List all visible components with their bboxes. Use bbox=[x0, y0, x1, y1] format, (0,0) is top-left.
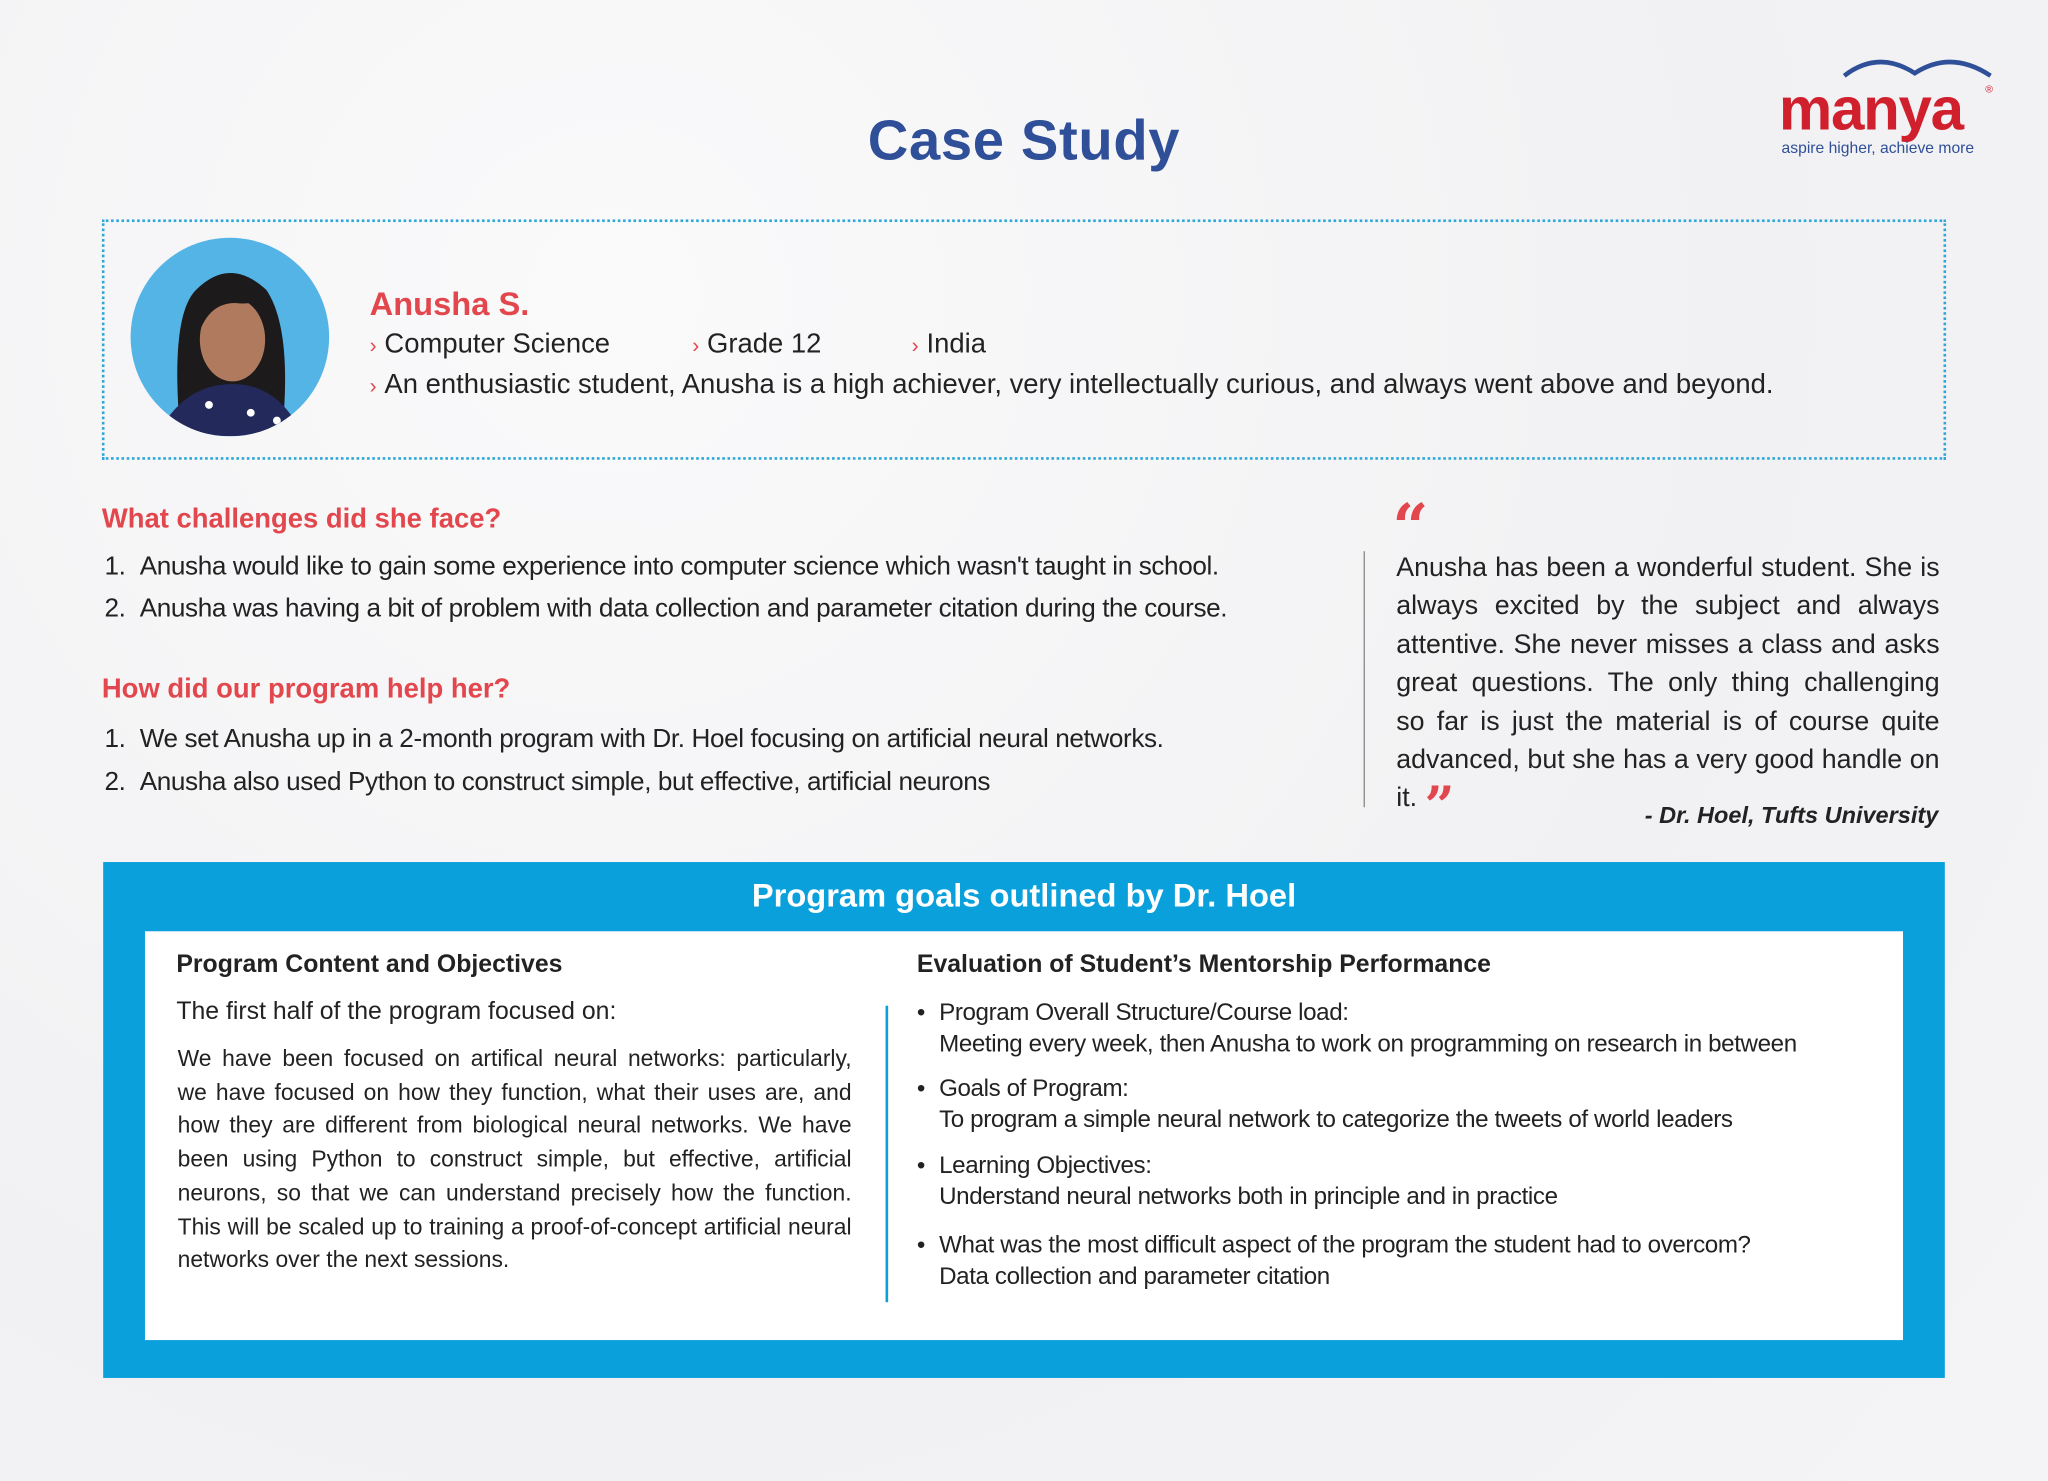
bullet-icon: • bbox=[916, 1073, 925, 1102]
bullet-icon: • bbox=[916, 1230, 925, 1258]
item-detail: Understand neural networks both in princ… bbox=[939, 1182, 1558, 1210]
country-text: India bbox=[926, 329, 986, 360]
help-item: 2. Anusha also used Python to construct s… bbox=[104, 768, 990, 798]
manya-logo: manya ® aspire higher, achieve more bbox=[1776, 55, 1998, 162]
chevron-right-icon: › bbox=[911, 335, 919, 358]
item-text: Anusha also used Python to construct sim… bbox=[139, 767, 991, 797]
testimonial-quote: Anusha has been a wonderful student. She… bbox=[1396, 549, 1940, 833]
student-subject: › Computer Science bbox=[370, 329, 610, 360]
quote-divider bbox=[1363, 551, 1365, 808]
item-number: 2. bbox=[104, 594, 126, 624]
item-text: Anusha was having a bit of problem with … bbox=[139, 594, 1228, 624]
bullet-icon: • bbox=[916, 1150, 925, 1179]
student-avatar bbox=[130, 237, 330, 437]
item-label: What was the most difficult aspect of th… bbox=[939, 1230, 1751, 1258]
chevron-right-icon: › bbox=[692, 335, 700, 358]
help-heading: How did our program help her? bbox=[101, 673, 511, 704]
challenge-item: 2. Anusha was having a bit of problem wit… bbox=[104, 594, 1227, 624]
content-paragraph: We have been focused on artifical neural… bbox=[177, 1044, 852, 1273]
student-name: Anusha S. bbox=[369, 286, 530, 323]
registered-mark: ® bbox=[1985, 83, 1994, 96]
item-detail: Meeting every week, then Anusha to work … bbox=[939, 1029, 1797, 1057]
student-description: › An enthusiastic student, Anusha is a hi… bbox=[370, 370, 1774, 401]
logo-wordmark: manya bbox=[1778, 74, 1964, 143]
item-number: 2. bbox=[104, 767, 126, 797]
item-text: We set Anusha up in a 2-month program wi… bbox=[139, 724, 1164, 754]
content-subheading: The first half of the program focused on… bbox=[176, 997, 617, 1026]
evaluation-item: • Learning Objectives: Understand neural n… bbox=[917, 1151, 1558, 1211]
description-text: An enthusiastic student, Anusha is a hig… bbox=[384, 369, 1774, 400]
item-number: 1. bbox=[104, 552, 126, 582]
chevron-right-icon: › bbox=[369, 335, 377, 358]
grade-text: Grade 12 bbox=[707, 329, 822, 360]
program-goals-content: Program Content and Objectives The first… bbox=[144, 931, 1904, 1341]
chevron-right-icon: › bbox=[369, 376, 377, 399]
subject-text: Computer Science bbox=[384, 329, 611, 360]
help-item: 1. We set Anusha up in a 2-month program … bbox=[104, 725, 1163, 755]
item-detail: To program a simple neural network to ca… bbox=[939, 1104, 1733, 1133]
evaluation-heading: Evaluation of Student’s Mentorship Perfo… bbox=[916, 950, 1491, 979]
item-label: Program Overall Structure/Course load: bbox=[939, 997, 1349, 1026]
evaluation-item: • Program Overall Structure/Course load: M… bbox=[917, 998, 1797, 1058]
item-label: Learning Objectives: bbox=[939, 1150, 1152, 1179]
quote-text: Anusha has been a wonderful student. She… bbox=[1396, 552, 1940, 813]
student-country: › India bbox=[912, 329, 986, 360]
column-divider bbox=[885, 1005, 889, 1303]
challenges-heading: What challenges did she face? bbox=[101, 504, 502, 535]
logo-tagline: aspire higher, achieve more bbox=[1781, 138, 1975, 157]
program-goals-panel: Program goals outlined by Dr. Hoel Progr… bbox=[103, 862, 1945, 1378]
content-heading: Program Content and Objectives bbox=[176, 950, 563, 979]
profile-card bbox=[101, 219, 1947, 460]
page-title: Case Study bbox=[867, 109, 1181, 173]
item-text: Anusha would like to gain some experienc… bbox=[139, 552, 1219, 582]
bullet-icon: • bbox=[916, 997, 925, 1026]
student-grade: › Grade 12 bbox=[692, 329, 821, 360]
challenge-item: 1. Anusha would like to gain some experie… bbox=[104, 552, 1219, 582]
item-label: Goals of Program: bbox=[939, 1073, 1129, 1102]
book-arc-icon bbox=[1842, 59, 1992, 78]
item-number: 1. bbox=[104, 724, 126, 754]
testimonial-attribution: - Dr. Hoel, Tufts University bbox=[1644, 801, 1939, 829]
close-quote-icon: ” bbox=[1424, 776, 1455, 838]
evaluation-item: • What was the most difficult aspect of t… bbox=[917, 1230, 1751, 1290]
program-goals-title: Program goals outlined by Dr. Hoel bbox=[751, 877, 1297, 915]
item-detail: Data collection and parameter citation bbox=[939, 1261, 1330, 1290]
open-quote-icon: “ bbox=[1392, 491, 1429, 565]
evaluation-item: • Goals of Program: To program a simple ne… bbox=[917, 1074, 1733, 1134]
student-photo bbox=[156, 272, 304, 437]
